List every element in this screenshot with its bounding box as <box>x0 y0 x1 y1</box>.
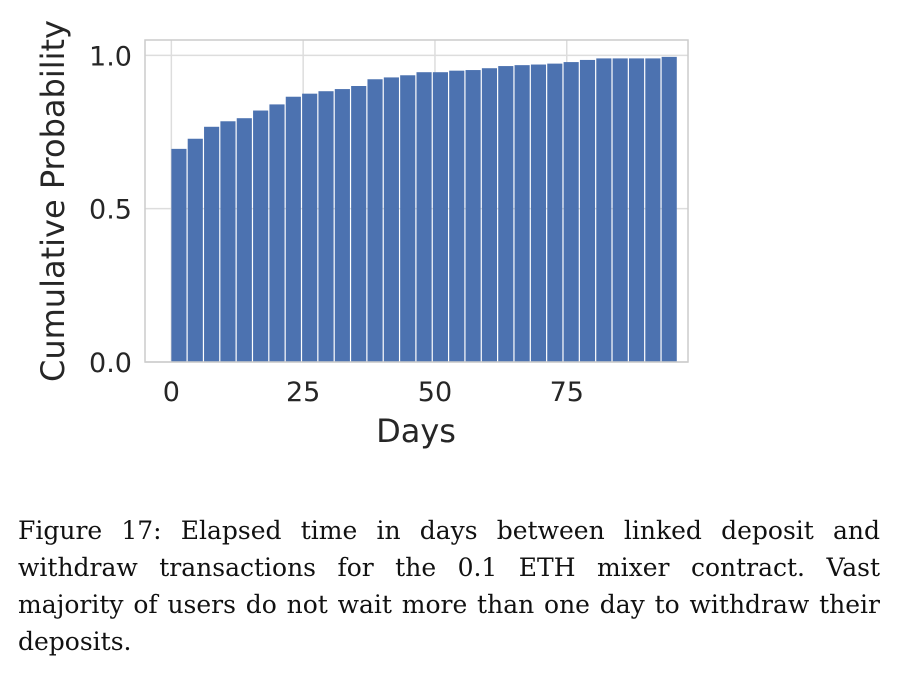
bar <box>645 58 661 363</box>
bar <box>465 70 481 362</box>
x-axis-label: Days <box>376 412 456 450</box>
y-tick-labels: 0.0 0.5 1.0 <box>89 41 132 379</box>
bar <box>220 121 236 363</box>
plot-frame <box>144 39 689 363</box>
bar <box>498 66 514 363</box>
bar <box>187 138 203 362</box>
bar <box>400 75 416 363</box>
y-tick-label: 1.0 <box>89 41 132 72</box>
x-tick-label: 75 <box>550 377 584 408</box>
bar <box>318 91 334 363</box>
bar <box>432 72 448 362</box>
bar <box>547 63 563 362</box>
bar <box>236 118 252 362</box>
x-tick-label: 0 <box>163 377 180 408</box>
bar <box>302 93 318 363</box>
bar <box>171 148 187 362</box>
bar <box>661 56 677 362</box>
figure-caption: Figure 17: Elapsed time in days between … <box>18 516 880 656</box>
y-tick-label: 0.5 <box>89 195 132 226</box>
bar <box>530 64 547 363</box>
bar <box>253 110 269 363</box>
bar <box>285 96 301 362</box>
bar <box>367 79 383 363</box>
bar <box>449 70 465 363</box>
bar <box>481 68 498 363</box>
bars <box>171 56 677 363</box>
x-tick-label: 25 <box>286 377 320 408</box>
bar <box>351 86 367 362</box>
bar <box>612 58 628 363</box>
bar <box>204 126 220 362</box>
bar <box>514 65 530 362</box>
bar <box>628 58 645 363</box>
bar <box>579 59 596 362</box>
y-tick-label: 0.0 <box>89 348 132 379</box>
bar <box>596 58 612 363</box>
x-tick-labels: 0 25 50 75 <box>163 377 584 408</box>
x-tick-label: 50 <box>418 377 452 408</box>
cumulative-probability-chart: 0 25 50 75 0.0 0.5 1.0 Days Cumulative Probab… <box>34 20 689 450</box>
y-axis-label: Cumulative Probability <box>34 20 72 382</box>
bar <box>334 89 350 363</box>
bar <box>269 104 285 363</box>
bar <box>416 72 432 362</box>
bar <box>563 62 579 362</box>
bar <box>383 77 399 362</box>
